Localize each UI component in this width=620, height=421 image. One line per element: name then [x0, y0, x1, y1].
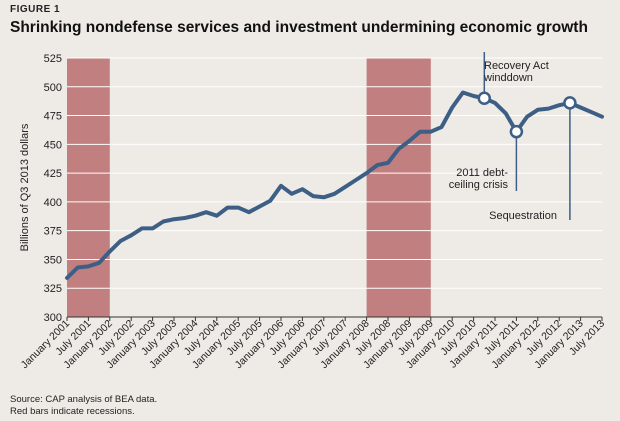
series-line	[65, 90, 604, 280]
recession-note: Red bars indicate recessions.	[10, 406, 135, 417]
y-tick-label: 450	[44, 139, 62, 151]
y-tick-label: 300	[44, 312, 62, 324]
annotation-text: winddown	[483, 72, 533, 84]
y-axis: 300 325 350 375 400 425 450 475 500 525	[44, 53, 62, 324]
y-tick-label: 325	[44, 283, 62, 295]
annotation-marker	[509, 124, 524, 139]
y-tick-label: 425	[44, 168, 62, 180]
annotation-text: Recovery Act	[484, 60, 549, 72]
recession-bar	[366, 58, 431, 317]
figure-label: FIGURE 1	[10, 4, 61, 15]
annotation-text: ceiling crisis	[449, 179, 509, 191]
chart-title: Shrinking nondefense services and invest…	[10, 19, 588, 36]
y-tick-label: 475	[44, 111, 62, 123]
y-tick-label: 400	[44, 197, 62, 209]
annotation-marker	[477, 91, 492, 106]
y-tick-label: 525	[44, 53, 62, 65]
source-note: Source: CAP analysis of BEA data.	[10, 394, 158, 405]
y-tick-label: 375	[44, 226, 62, 238]
y-axis-label: Billions of Q3 2013 dollars	[19, 123, 31, 251]
y-tick-label: 500	[44, 82, 62, 94]
annotation-text: Sequestration	[489, 210, 557, 222]
annotation-marker	[563, 96, 577, 110]
series-layer	[65, 90, 604, 280]
y-tick-label: 350	[44, 254, 62, 266]
recession-bars	[67, 58, 431, 317]
gridlines	[67, 57, 602, 289]
annotation-text: 2011 debt-	[456, 167, 508, 179]
recession-bar	[67, 58, 110, 317]
